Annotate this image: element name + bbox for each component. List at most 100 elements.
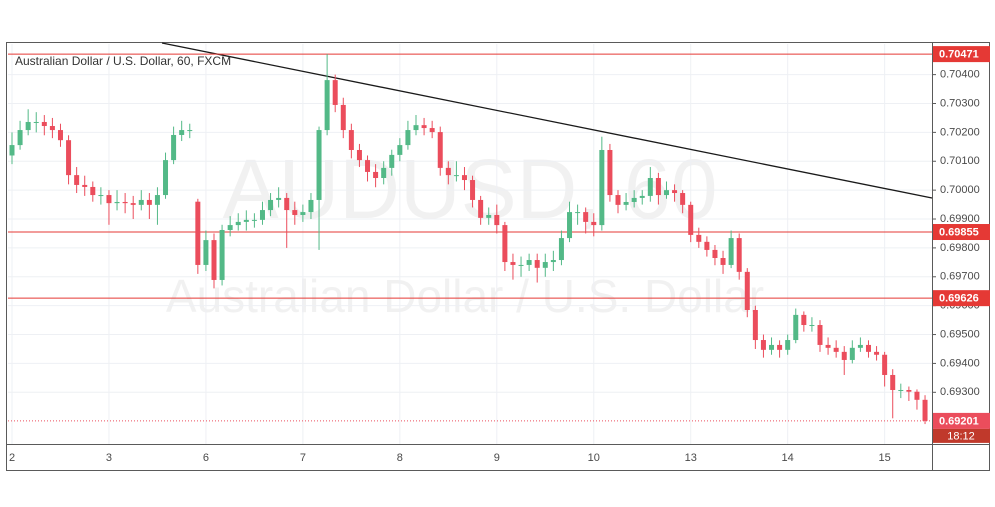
candle-body <box>882 354 888 375</box>
x-tick-label: 15 <box>879 452 891 464</box>
candle-body <box>130 203 136 205</box>
countdown-label: 18:12 <box>947 430 975 442</box>
candle-body <box>66 140 72 176</box>
level-label-bg <box>933 290 990 307</box>
candle-body <box>203 240 209 265</box>
candle-body <box>647 178 653 196</box>
candle-body <box>478 199 484 218</box>
candle-body <box>195 201 201 265</box>
x-tick-label: 10 <box>588 452 600 464</box>
level-label: 0.69626 <box>939 293 979 305</box>
candle-body <box>599 149 605 226</box>
x-tick-label: 3 <box>106 452 112 464</box>
candle-body <box>9 145 15 156</box>
candle-body <box>833 347 839 352</box>
candle-body <box>510 262 516 265</box>
candle-body <box>259 210 265 220</box>
countdown-bg <box>933 428 990 443</box>
candle-body <box>615 195 621 205</box>
last-price-bg <box>933 412 990 429</box>
candle-body <box>154 195 160 205</box>
candle-body <box>502 225 508 263</box>
candle-body <box>809 325 815 327</box>
candle-body <box>437 132 443 168</box>
mark-layer <box>8 53 932 425</box>
candle-body <box>744 271 750 310</box>
chart-frame <box>6 42 990 471</box>
candle-body <box>922 399 928 421</box>
level-label: 0.69855 <box>939 226 979 238</box>
candle-body <box>575 212 581 214</box>
candle-body <box>187 130 193 132</box>
candle-body <box>389 154 395 168</box>
candle-body <box>373 171 379 179</box>
candle-body <box>284 197 290 211</box>
y-tick-label: 0.70300 <box>940 97 980 109</box>
candle-body <box>680 193 686 205</box>
candle-body <box>874 351 880 355</box>
candle-body <box>752 309 758 341</box>
candle-body <box>591 221 597 226</box>
candle-body <box>453 175 459 177</box>
candle-body <box>534 260 540 268</box>
candle-body <box>777 344 783 350</box>
candle-body <box>211 240 217 280</box>
candle-body <box>365 160 371 172</box>
candle-body <box>138 199 144 205</box>
candle-body <box>397 145 403 155</box>
candle-body <box>82 184 88 187</box>
candle-body <box>486 214 492 218</box>
watermark-symbol: AUDUSD, 60 <box>223 142 718 236</box>
candle-body <box>276 197 282 200</box>
candle-body <box>760 340 766 350</box>
candle-body <box>17 130 23 146</box>
candle-body <box>163 160 169 196</box>
candle-body <box>526 260 532 265</box>
candle-body <box>825 344 831 348</box>
candle-body <box>57 130 63 141</box>
candle-body <box>542 262 548 268</box>
candle-body <box>769 344 775 350</box>
candle-body <box>607 149 613 196</box>
y-tick-label: 0.70000 <box>940 184 980 196</box>
candle-body <box>817 325 823 345</box>
watermark-description: Australian Dollar / U.S. Dollar <box>166 270 764 322</box>
y-tick-label: 0.69800 <box>940 242 980 254</box>
candle-body <box>268 199 274 211</box>
candle-body <box>25 121 31 131</box>
candle-body <box>324 80 330 131</box>
candle-body <box>639 195 645 198</box>
x-tick-label: 9 <box>494 452 500 464</box>
y-tick-label: 0.70100 <box>940 155 980 167</box>
candle-body <box>801 314 807 326</box>
candle-body <box>308 199 314 213</box>
candle-body <box>332 80 338 105</box>
chart-title: Australian Dollar / U.S. Dollar, 60, FXC… <box>15 54 231 68</box>
candle-body <box>179 130 185 135</box>
candle-body <box>421 125 427 129</box>
candle-body <box>631 197 637 202</box>
candle-body <box>300 212 306 215</box>
candle-body <box>122 201 128 204</box>
candle-body <box>655 178 661 196</box>
candle-body <box>663 190 669 196</box>
last-price-label: 0.69201 <box>939 415 979 427</box>
candle-body <box>890 374 896 390</box>
candle-body <box>348 130 354 150</box>
candle-body <box>728 238 734 265</box>
candle-body <box>567 212 573 239</box>
y-tick-label: 0.69900 <box>940 213 980 225</box>
x-tick-label: 14 <box>782 452 794 464</box>
grid-layer <box>8 44 932 444</box>
candle-body <box>340 104 346 131</box>
y-tick-label: 0.69400 <box>940 357 980 369</box>
y-tick-label: 0.69700 <box>940 271 980 283</box>
candle-body <box>898 389 904 391</box>
trend-line <box>161 42 933 199</box>
candle-body <box>518 264 524 266</box>
candle-body <box>461 175 467 181</box>
candle-body <box>558 238 564 261</box>
candle-body <box>688 204 694 235</box>
x-tick-label: 8 <box>397 452 403 464</box>
